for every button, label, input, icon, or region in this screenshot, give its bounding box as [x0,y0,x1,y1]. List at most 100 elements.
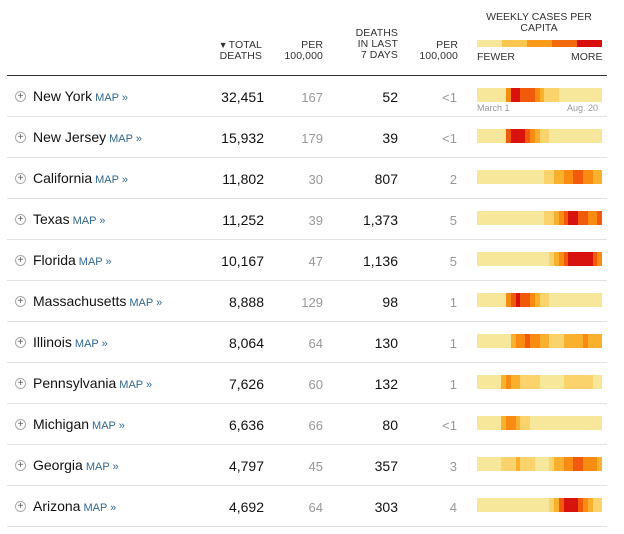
map-link[interactable]: MAP » [119,379,153,391]
table-row[interactable]: + Massachusetts MAP » 8,888 129 98 1 [7,281,607,322]
expand-plus-icon[interactable]: + [15,460,26,471]
week-cell [544,88,550,102]
week-cell [505,252,511,266]
week-cell [563,88,569,102]
week-cell [554,88,559,102]
week-cell [558,252,564,266]
week-cell [501,416,506,430]
week-cell [582,88,588,102]
map-link[interactable]: MAP » [78,256,112,268]
week-cell [496,170,502,184]
week-cell [568,334,574,348]
week-cell [510,293,516,307]
week-cell [573,375,579,389]
deaths-per-100k-cell: 60 [308,377,323,392]
week-cell [481,211,487,225]
table-row[interactable]: + Georgia MAP » 4,797 45 357 3 [7,445,607,486]
week-cell [496,416,502,430]
state-name: New York MAP » [33,88,128,104]
week-cell [563,416,569,430]
week-cell [582,252,588,266]
week-cell [529,498,535,512]
week-cell [587,88,593,102]
per-100k-recent-header[interactable]: PER 100,000 [419,39,458,62]
table-row[interactable]: + Texas MAP » 11,252 39 1,373 5 [7,199,607,240]
weekly-cases-sparkline [477,334,603,348]
table-row[interactable]: + Florida MAP » 10,167 47 1,136 5 [7,240,607,281]
state-name: Texas MAP » [33,211,106,227]
table-row[interactable]: + Pennsylvania MAP » 7,626 60 132 1 [7,363,607,404]
expand-plus-icon[interactable]: + [15,419,26,430]
week-cell [554,252,559,266]
week-cell [529,293,535,307]
map-link[interactable]: MAP » [92,420,125,432]
total-deaths-cell: 6,636 [228,417,264,433]
deaths-per-100k-cell: 129 [301,295,323,310]
map-link[interactable]: MAP » [85,461,119,473]
map-link[interactable]: MAP » [83,502,117,514]
week-cell [477,252,482,266]
expand-plus-icon[interactable]: + [15,132,26,143]
week-cell [505,334,511,348]
week-cell [525,129,530,143]
week-cell [496,375,502,389]
table-row[interactable]: + Illinois MAP » 8,064 64 130 1 [7,322,607,363]
expand-plus-icon[interactable]: + [15,214,26,225]
week-cell [520,375,526,389]
week-cell [534,129,540,143]
week-cell [525,334,530,348]
deaths-last-7-days-header[interactable]: DEATHS IN LAST 7 DAYS [355,27,398,61]
week-cell [520,498,526,512]
table-row[interactable]: + Michigan MAP » 6,636 66 80 <1 [7,404,607,445]
week-cell [597,252,603,266]
week-cell [582,416,588,430]
table-row[interactable]: + California MAP » 11,802 30 807 2 [7,158,607,199]
week-cell [587,211,593,225]
week-cell [578,498,583,512]
week-cell [515,375,521,389]
map-link[interactable]: MAP » [129,297,163,309]
week-cell [573,211,579,225]
week-cell [505,129,511,143]
map-link[interactable]: MAP » [109,133,142,145]
week-cell [592,293,598,307]
week-cell [491,457,497,471]
week-cell [529,375,535,389]
week-cell [501,293,506,307]
expand-plus-icon[interactable]: + [15,173,26,184]
week-cell [554,498,559,512]
week-cell [491,334,497,348]
week-cell [534,334,540,348]
table-row[interactable]: + New Jersey MAP » 15,932 179 39 <1 [7,117,607,158]
map-link[interactable]: MAP » [72,215,106,227]
week-cell [597,457,603,471]
table-row[interactable]: + Arizona MAP » 4,692 64 303 4 [7,486,607,527]
week-cell [481,498,487,512]
week-cell [578,293,583,307]
expand-plus-icon[interactable]: + [15,378,26,389]
map-link[interactable]: MAP » [95,174,128,186]
expand-plus-icon[interactable]: + [15,91,26,102]
week-cell [477,88,482,102]
week-cell [496,252,502,266]
week-cell [534,498,540,512]
map-link[interactable]: MAP » [74,338,108,350]
table-row[interactable]: + New York MAP » 32,451 167 52 <1 March 1 Aug. 2… [7,76,607,117]
map-link[interactable]: MAP » [95,92,128,104]
expand-plus-icon[interactable]: + [15,296,26,307]
week-cell [529,170,535,184]
week-cell [501,334,506,348]
expand-plus-icon[interactable]: + [15,501,26,512]
per-100k-deaths-header[interactable]: PER 100,000 [284,39,323,62]
week-cell [525,293,530,307]
total-deaths-header[interactable]: ▼TOTAL DEATHS [218,39,262,62]
expand-plus-icon[interactable]: + [15,337,26,348]
week-cell [520,129,526,143]
deaths-last-7-days-cell: 132 [374,376,398,392]
expand-plus-icon[interactable]: + [15,255,26,266]
week-cell [592,375,598,389]
week-cell [534,416,540,430]
state-name: Illinois MAP » [33,334,108,350]
week-cell [573,457,579,471]
week-cell [544,498,550,512]
